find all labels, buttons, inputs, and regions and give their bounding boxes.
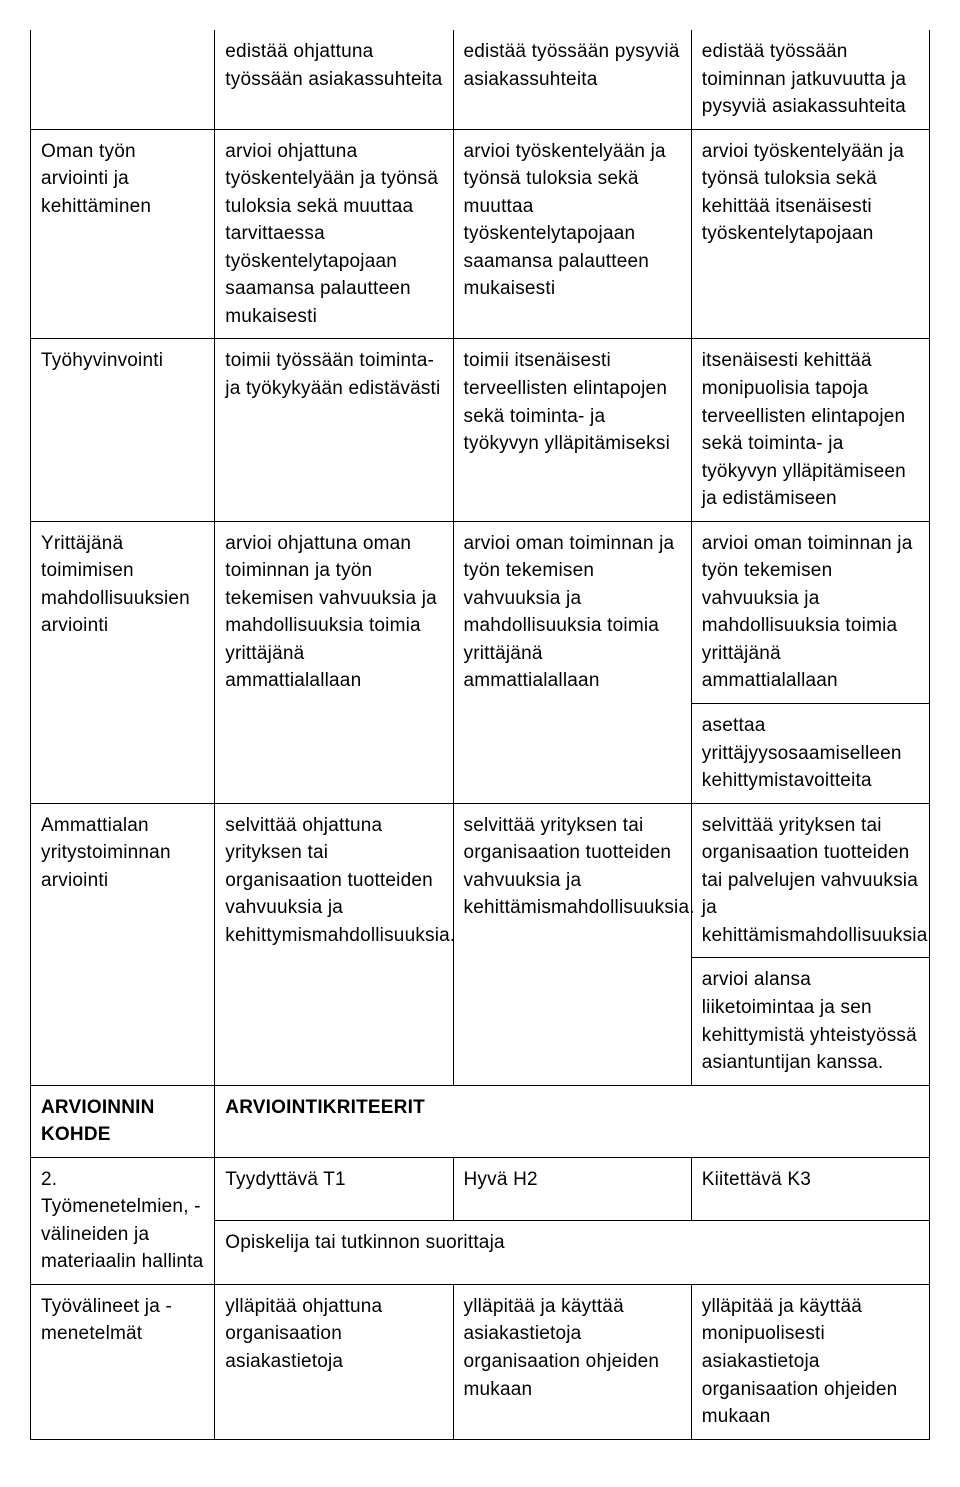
cell-criterion xyxy=(31,30,215,129)
cell-k3: ylläpitää ja käyttää monipuolisesti asia… xyxy=(691,1284,929,1439)
header-kohde: ARVIOINNIN KOHDE xyxy=(31,1085,215,1157)
cell-t1: ylläpitää ohjattuna organisaation asiaka… xyxy=(215,1284,453,1439)
cell-k3: selvittää yrityksen tai organisaation tu… xyxy=(691,803,929,958)
cell-criterion: Työvälineet ja -menetelmät xyxy=(31,1284,215,1439)
cell-level-h2: Hyvä H2 xyxy=(453,1157,691,1221)
cell-t1: arvioi ohjattuna oman toiminnan ja työn … xyxy=(215,521,453,803)
table-row: 2. Työmenetelmien, -välineiden ja materi… xyxy=(31,1157,930,1221)
cell-t1: toimii työssään toiminta- ja työkykyään … xyxy=(215,339,453,521)
table-row: Ammattialan yritystoiminnan arviointi se… xyxy=(31,803,930,958)
table-row: Oman työn arviointi ja kehittäminen arvi… xyxy=(31,129,930,339)
cell-t1: edistää ohjattuna työssään asiakassuhtei… xyxy=(215,30,453,129)
cell-t1: arvioi ohjattuna työskentelyään ja työns… xyxy=(215,129,453,339)
cell-criterion: Työhyvinvointi xyxy=(31,339,215,521)
cell-h2: ylläpitää ja käyttää asiakastietoja orga… xyxy=(453,1284,691,1439)
table-row: Työhyvinvointi toimii työssään toiminta-… xyxy=(31,339,930,521)
cell-criterion: Oman työn arviointi ja kehittäminen xyxy=(31,129,215,339)
cell-k3: arvioi työskentelyään ja työnsä tuloksia… xyxy=(691,129,929,339)
cell-k3: arvioi oman toiminnan ja työn tekemisen … xyxy=(691,521,929,703)
cell-level-k3: Kiitettävä K3 xyxy=(691,1157,929,1221)
cell-h2: arvioi oman toiminnan ja työn tekemisen … xyxy=(453,521,691,803)
cell-criterion: Ammattialan yritystoiminnan arviointi xyxy=(31,803,215,1085)
table-row: Yrittäjänä toimimisen mahdollisuuksien a… xyxy=(31,521,930,703)
cell-h2: edistää työssään pysyviä asiakassuhteita xyxy=(453,30,691,129)
cell-k3: itsenäisesti kehittää monipuolisia tapoj… xyxy=(691,339,929,521)
table-row: edistää ohjattuna työssään asiakassuhtei… xyxy=(31,30,930,129)
cell-k3: arvioi alansa liiketoimintaa ja sen kehi… xyxy=(691,958,929,1085)
cell-h2: toimii itsenäisesti terveellisten elinta… xyxy=(453,339,691,521)
assessment-criteria-table: edistää ohjattuna työssään asiakassuhtei… xyxy=(30,30,930,1440)
cell-student-label: Opiskelija tai tutkinnon suorittaja xyxy=(215,1221,930,1285)
cell-t1: selvittää ohjattuna yrityksen tai organi… xyxy=(215,803,453,1085)
cell-k3: asettaa yrittäjyysosaamiselleen kehittym… xyxy=(691,704,929,804)
header-kriteerit: ARVIOINTIKRITEERIT xyxy=(215,1085,930,1157)
table-row: Työvälineet ja -menetelmät ylläpitää ohj… xyxy=(31,1284,930,1439)
cell-h2: arvioi työskentelyään ja työnsä tuloksia… xyxy=(453,129,691,339)
cell-k3: edistää työssään toiminnan jatkuvuutta j… xyxy=(691,30,929,129)
cell-criterion: 2. Työmenetelmien, -välineiden ja materi… xyxy=(31,1157,215,1284)
cell-h2: selvittää yrityksen tai organisaation tu… xyxy=(453,803,691,1085)
cell-level-t1: Tyydyttävä T1 xyxy=(215,1157,453,1221)
cell-criterion: Yrittäjänä toimimisen mahdollisuuksien a… xyxy=(31,521,215,803)
table-header-row: ARVIOINNIN KOHDE ARVIOINTIKRITEERIT xyxy=(31,1085,930,1157)
